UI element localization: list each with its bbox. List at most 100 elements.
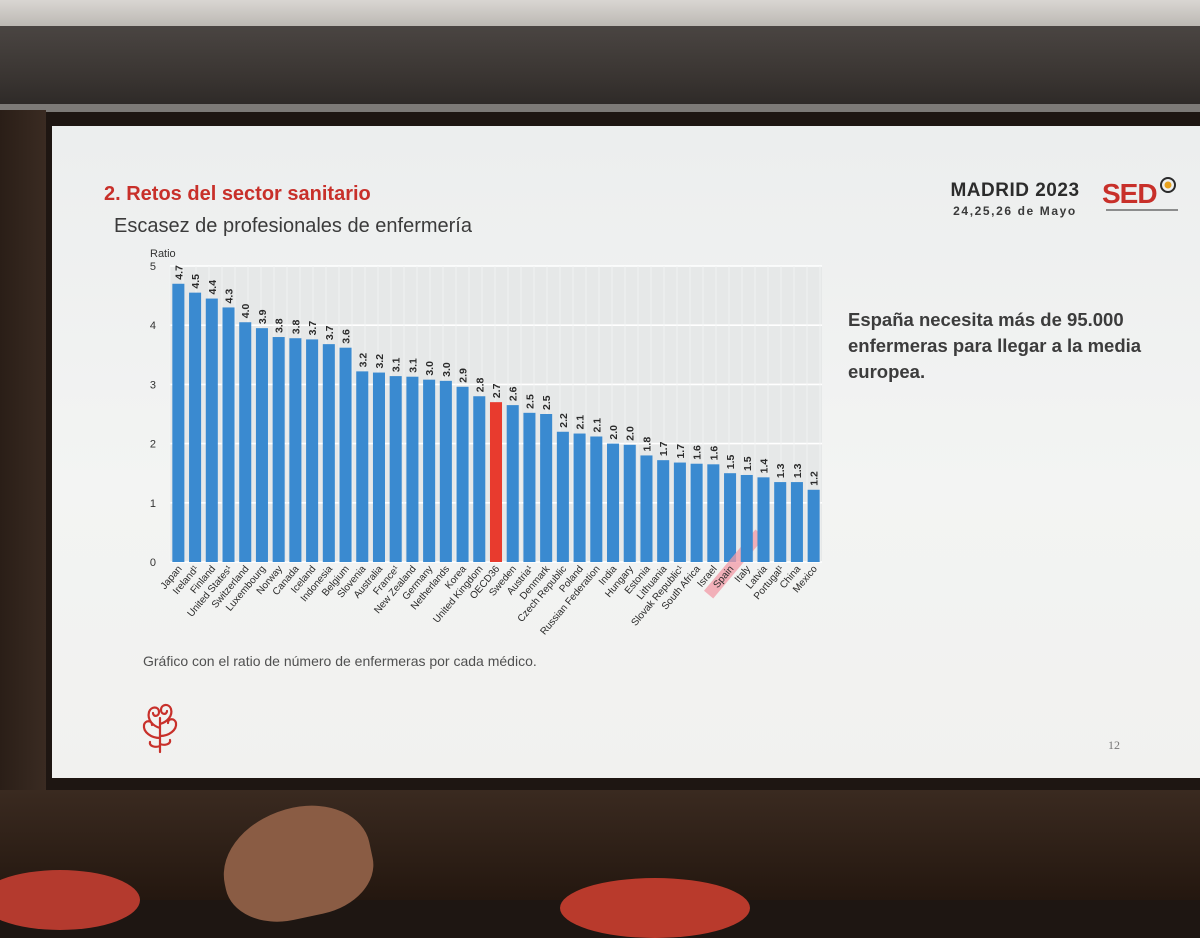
bar <box>473 396 486 562</box>
nurse-ratio-bar-chart: 012345Ratio4.7Japan4.5Ireland¹4.4Finland… <box>150 248 822 637</box>
bar-value-label: 3.1 <box>391 357 403 372</box>
auditorium-seat-right <box>560 878 750 938</box>
bar <box>607 443 620 562</box>
auditorium-seat-left <box>0 870 140 930</box>
bar <box>506 405 519 562</box>
bar-value-label: 2.5 <box>541 395 553 410</box>
bar-value-label: 4.4 <box>207 280 219 295</box>
bar <box>289 338 302 562</box>
bar <box>339 347 352 562</box>
bar <box>456 386 469 562</box>
presentation-slide: 2. Retos del sector sanitario Escasez de… <box>52 126 1200 778</box>
bar-value-label: 1.4 <box>758 459 770 474</box>
bar <box>322 344 335 562</box>
bar-value-label: 2.6 <box>508 386 520 401</box>
bar <box>590 436 603 562</box>
bar-value-label: 1.3 <box>792 463 804 478</box>
bar <box>757 477 770 562</box>
room-wall <box>0 110 46 800</box>
bar <box>657 460 670 562</box>
room-ceiling <box>0 0 1200 30</box>
bar-value-label: 2.2 <box>558 413 570 428</box>
bar <box>690 463 703 562</box>
bar-value-label: 3.8 <box>274 318 286 333</box>
bar <box>222 307 235 562</box>
event-dates: 24,25,26 de Mayo <box>953 204 1077 218</box>
y-tick-label: 2 <box>150 439 156 451</box>
bar <box>389 376 402 562</box>
bar <box>556 431 569 562</box>
bar-value-label: 1.3 <box>775 463 787 478</box>
projector-screen-housing <box>0 26 1200 110</box>
y-tick-label: 0 <box>150 557 156 569</box>
bar-value-label: 3.6 <box>341 329 353 344</box>
bar-highlight <box>489 402 503 562</box>
bar-value-label: 3.1 <box>407 358 419 373</box>
bar <box>306 339 319 562</box>
bar <box>406 376 419 562</box>
bar-value-label: 2.5 <box>524 394 536 409</box>
bar <box>623 444 636 562</box>
bar <box>189 292 202 562</box>
bar <box>640 455 653 562</box>
bar <box>707 464 720 562</box>
bar-value-label: 3.2 <box>357 353 369 368</box>
projector-screen-edge <box>0 104 1200 112</box>
bar-value-label: 1.6 <box>708 446 720 461</box>
tree-logo-icon <box>142 703 178 754</box>
bar <box>540 414 553 562</box>
callout-text: España necesita más de 95.000 enfermeras… <box>848 309 1142 382</box>
bar-value-label: 3.2 <box>374 354 386 369</box>
bar-value-label: 1.7 <box>675 444 687 459</box>
bar-value-label: 1.7 <box>658 441 670 456</box>
bar <box>740 474 753 562</box>
bar <box>790 482 803 562</box>
bar-value-label: 4.5 <box>190 274 202 289</box>
bar-value-label: 2.1 <box>591 418 603 433</box>
y-tick-label: 1 <box>150 498 156 510</box>
sed-logo: SED <box>1102 176 1182 216</box>
bar <box>573 433 586 562</box>
bar-value-label: 2.7 <box>491 383 503 398</box>
bar-value-label: 4.0 <box>240 303 252 318</box>
bar-value-label: 3.0 <box>441 362 453 377</box>
bar <box>272 337 285 562</box>
slide-subtitle: Escasez de profesionales de enfermería <box>114 215 472 237</box>
bar-value-label: 2.0 <box>625 426 637 441</box>
y-tick-label: 4 <box>150 320 156 332</box>
bar-value-label: 2.1 <box>575 415 587 430</box>
bar <box>423 379 436 562</box>
bar-value-label: 1.8 <box>641 437 653 452</box>
event-title: MADRID 2023 <box>950 180 1080 201</box>
event-banner: MADRID 2023 24,25,26 de Mayo <box>940 180 1090 218</box>
bar-value-label: 3.7 <box>307 321 319 336</box>
y-tick-label: 5 <box>150 261 156 273</box>
bar <box>724 473 737 562</box>
bar <box>205 298 218 562</box>
bar <box>372 372 385 562</box>
bar <box>807 489 820 562</box>
page-number: 12 <box>1108 738 1120 752</box>
room-floor <box>0 790 1200 900</box>
bar <box>439 380 452 562</box>
bar-value-label: 1.6 <box>692 445 704 460</box>
bar <box>255 328 268 562</box>
sed-logo-text: SED <box>1102 178 1158 209</box>
y-axis-label: Ratio <box>150 248 176 260</box>
bar-value-label: 3.8 <box>290 319 302 334</box>
bar-value-label: 2.9 <box>458 368 470 383</box>
y-tick-label: 3 <box>150 379 156 391</box>
bar-value-label: 1.2 <box>809 471 821 486</box>
bar-value-label: 4.3 <box>224 289 236 304</box>
bar <box>239 322 252 562</box>
bar-value-label: 1.5 <box>742 456 754 471</box>
bar-value-label: 3.7 <box>324 325 336 340</box>
bar <box>673 462 686 562</box>
chart-caption: Gráfico con el ratio de número de enferm… <box>143 653 537 669</box>
bar-value-label: 2.8 <box>474 377 486 392</box>
bar-value-label: 3.9 <box>257 309 269 324</box>
bar <box>523 412 536 562</box>
bar <box>356 371 369 562</box>
bar-value-label: 1.5 <box>725 454 737 469</box>
bar-value-label: 2.0 <box>608 425 620 440</box>
